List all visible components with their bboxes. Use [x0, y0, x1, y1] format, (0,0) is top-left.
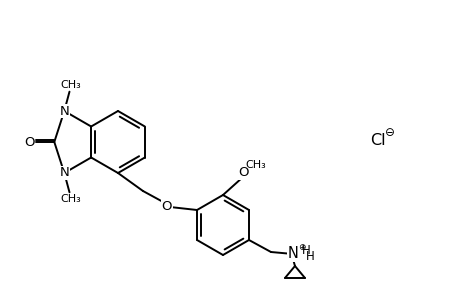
Text: H: H	[301, 244, 310, 256]
Text: O: O	[24, 136, 34, 148]
Text: ⊖: ⊖	[384, 125, 394, 139]
Text: N: N	[59, 167, 69, 179]
Text: CH₃: CH₃	[245, 160, 266, 170]
Text: N: N	[287, 247, 298, 262]
Text: CH₃: CH₃	[60, 80, 81, 90]
Text: O: O	[238, 167, 249, 179]
Text: H: H	[305, 250, 313, 262]
Text: Cl: Cl	[369, 133, 385, 148]
Text: N: N	[59, 104, 69, 118]
Text: ⊕: ⊕	[297, 244, 305, 253]
Text: O: O	[162, 200, 172, 212]
Text: CH₃: CH₃	[60, 194, 81, 204]
